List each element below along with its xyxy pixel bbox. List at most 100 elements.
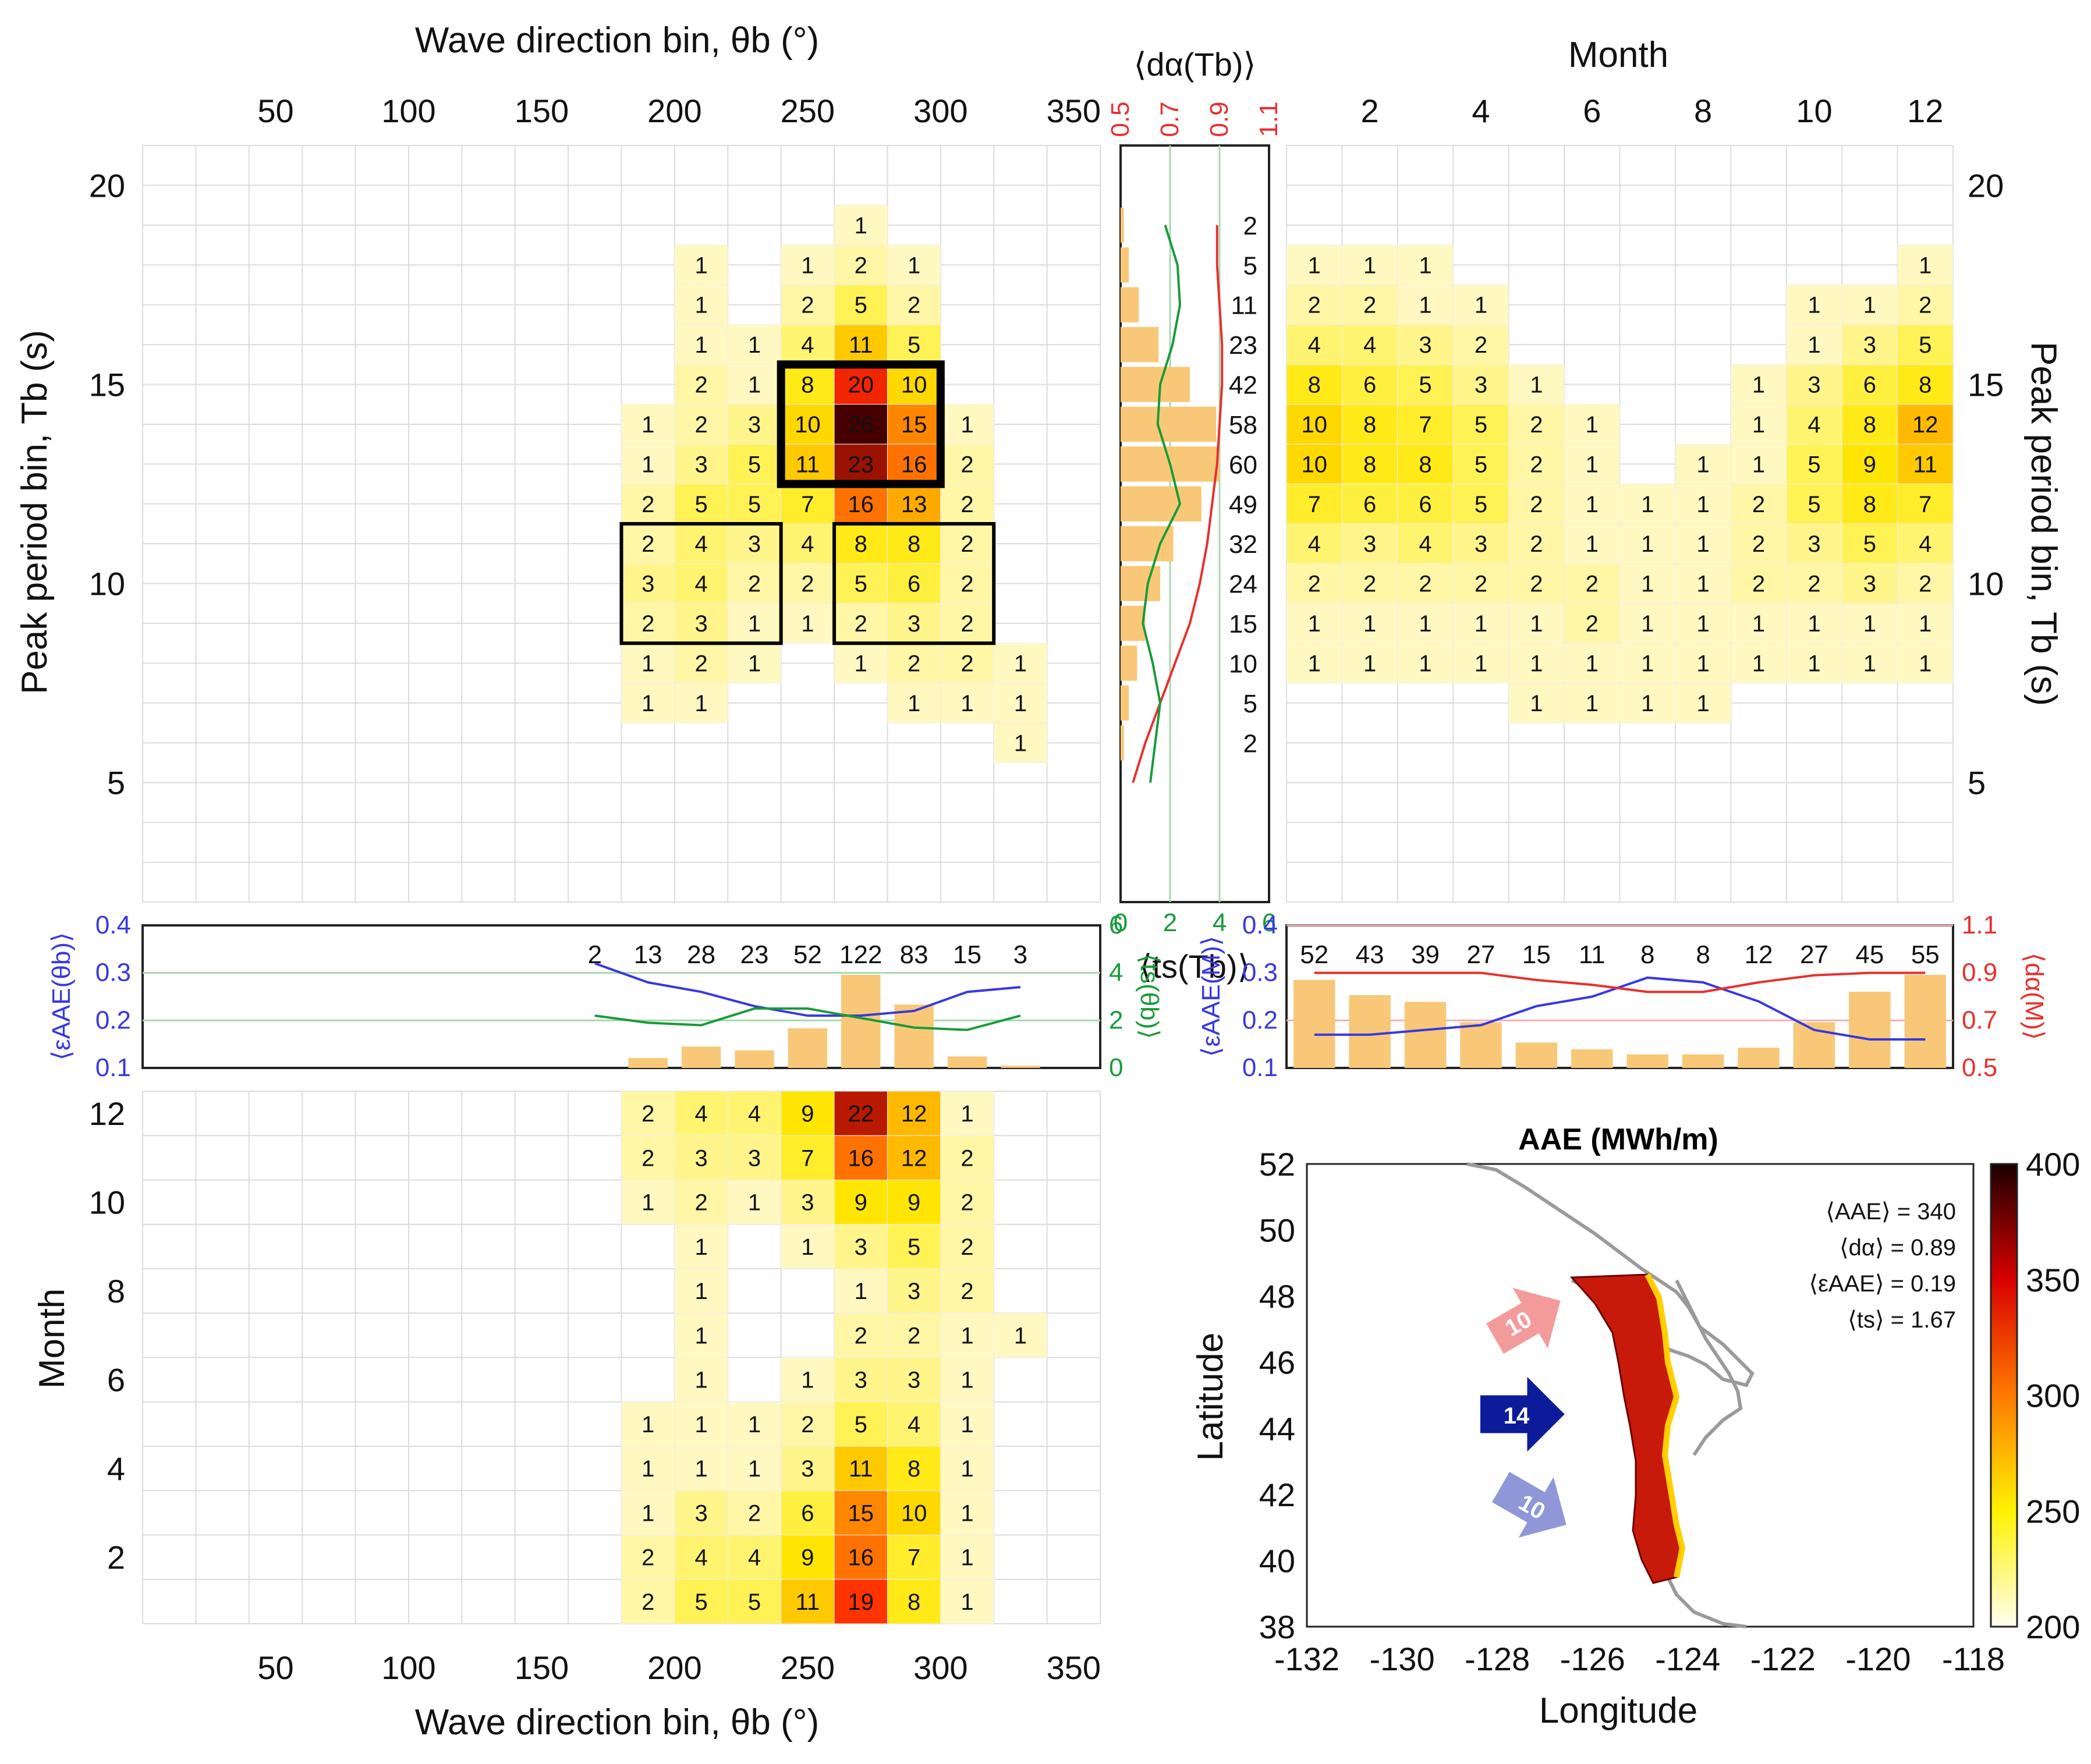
- heat-cell: [1675, 603, 1731, 644]
- heat-cell: [887, 1446, 941, 1491]
- heat-cell-label: 1: [748, 1190, 761, 1216]
- heat-cell-label: 4: [694, 531, 707, 557]
- heat-cell-label: 3: [908, 1279, 920, 1304]
- ts-tick-label: 4: [1109, 959, 1123, 987]
- ts-tick-label: 4: [1213, 908, 1227, 937]
- heat-cell: [621, 1180, 675, 1225]
- tb-tick-label: 5: [107, 765, 125, 801]
- heat-cell: [1452, 603, 1509, 644]
- month-count-label: 43: [1356, 940, 1384, 969]
- heat-cell: [781, 484, 835, 524]
- heat-cell: [674, 1401, 728, 1447]
- heat-cell-label: 1: [1419, 651, 1431, 676]
- direction-marginal-panel: 2 13 28 23 52 122 83 15 30.10.20.30.40246⟨εAAE(θ…: [47, 911, 1164, 1082]
- heat-cell-label: 1: [1419, 293, 1431, 318]
- period-count-label: 32: [1229, 530, 1257, 559]
- month-count-label: 45: [1855, 940, 1884, 969]
- heat-cell-label: 1: [1641, 611, 1654, 637]
- heat-cell: [887, 523, 941, 564]
- heat-cell: [781, 1180, 835, 1225]
- heat-cell-label: 2: [642, 1545, 654, 1571]
- heat-cell-label: 1: [1363, 611, 1376, 637]
- heat-cell: [940, 1135, 994, 1180]
- heat-cell-label: 12: [1912, 412, 1938, 438]
- heat-cell-label: 9: [801, 1545, 814, 1571]
- heat-cell-label: 20: [848, 372, 874, 398]
- heat-cell: [1397, 404, 1454, 445]
- heat-cell: [727, 443, 782, 485]
- dir-tick-label: 150: [515, 1649, 569, 1686]
- heat-cell-label: 1: [1586, 492, 1599, 517]
- direction-count-label: 122: [839, 940, 882, 969]
- heat-cell-label: 1: [1014, 1323, 1027, 1348]
- heat-cell: [621, 1579, 675, 1624]
- heat-cell-label: 5: [1919, 332, 1931, 358]
- heat-cell-label: 1: [1752, 452, 1765, 477]
- heat-cell-label: 5: [1475, 452, 1487, 477]
- heat-cell: [1619, 643, 1676, 684]
- heat-cell: [674, 1579, 728, 1624]
- heat-cell: [781, 603, 835, 644]
- heat-cell: [1841, 404, 1898, 445]
- heat-cell: [727, 603, 782, 644]
- heat-cell-label: 1: [855, 1279, 867, 1304]
- colorbar-tick-label: 200: [2026, 1609, 2080, 1645]
- dir-tick-label: 200: [647, 93, 701, 129]
- heat-cell-label: 2: [1752, 492, 1765, 517]
- month-bar: [1626, 1054, 1668, 1068]
- heat-cell: [940, 443, 994, 485]
- heat-cell-label: 4: [1419, 531, 1431, 557]
- month-bar: [1571, 1049, 1613, 1068]
- heat-cell-label: 1: [801, 611, 814, 637]
- heat-cell: [1508, 484, 1565, 524]
- heat-cell: [940, 1490, 994, 1535]
- top-x-title: Wave direction bin, θb (°): [415, 20, 819, 61]
- heat-cell-label: 26: [848, 412, 874, 438]
- heat-cell-label: 1: [855, 213, 867, 239]
- heat-cell-label: 3: [694, 1145, 707, 1171]
- period-count-label: 24: [1229, 570, 1257, 599]
- heat-cell-label: 3: [1363, 531, 1376, 557]
- panel-frame: [1285, 924, 1954, 1069]
- heat-cell-label: 1: [1475, 651, 1487, 676]
- heat-cell-label: 1: [748, 1456, 761, 1482]
- period-count-label: 10: [1229, 649, 1257, 678]
- heat-cell-label: 16: [848, 492, 874, 517]
- map-stat-text: ⟨AAE⟩ = 340: [1826, 1199, 1956, 1224]
- heat-cell-label: 1: [1586, 412, 1599, 438]
- heat-cell: [1452, 563, 1509, 604]
- heat-cell-label: 1: [961, 412, 973, 438]
- month-bar: [1404, 1002, 1447, 1068]
- dir-tick-label: 250: [781, 93, 835, 129]
- direction-count-label: 83: [900, 940, 928, 969]
- heat-cell: [621, 1446, 675, 1491]
- heat-cell: [834, 364, 888, 405]
- map-y-tick-label: 48: [1259, 1278, 1295, 1315]
- colorbar-tick-label: 350: [2026, 1262, 2080, 1298]
- heat-cell-label: 8: [855, 531, 867, 557]
- heat-cell-label: 3: [748, 531, 761, 557]
- heat-cell: [887, 1357, 941, 1403]
- heat-cell-label: 10: [901, 372, 927, 398]
- heat-cell-label: 1: [1641, 691, 1654, 716]
- heat-cell-label: 2: [642, 611, 654, 637]
- heat-cell-label: 5: [1475, 492, 1487, 517]
- heat-cell-label: 3: [1863, 572, 1876, 597]
- heat-cell: [674, 443, 728, 485]
- heat-cell: [1508, 523, 1565, 564]
- ts-theta-title: ⟨ts(θb)⟩: [1135, 954, 1164, 1039]
- heat-cell-label: 1: [961, 1456, 973, 1482]
- heat-cell-label: 1: [1475, 293, 1487, 318]
- heat-cell-label: 2: [961, 531, 973, 557]
- heat-cell-label: 1: [642, 412, 654, 438]
- heat-cell-label: 11: [796, 1589, 820, 1615]
- heat-cell: [727, 1579, 782, 1624]
- heat-cell-label: 2: [1363, 572, 1376, 597]
- heat-cell-label: 1: [1919, 611, 1931, 637]
- heat-cell-label: 4: [801, 531, 814, 557]
- heat-cell-label: 2: [1308, 572, 1321, 597]
- heat-cell: [887, 1268, 941, 1314]
- heat-cell-label: 2: [855, 611, 867, 637]
- heat-cell-label: 2: [855, 1323, 867, 1348]
